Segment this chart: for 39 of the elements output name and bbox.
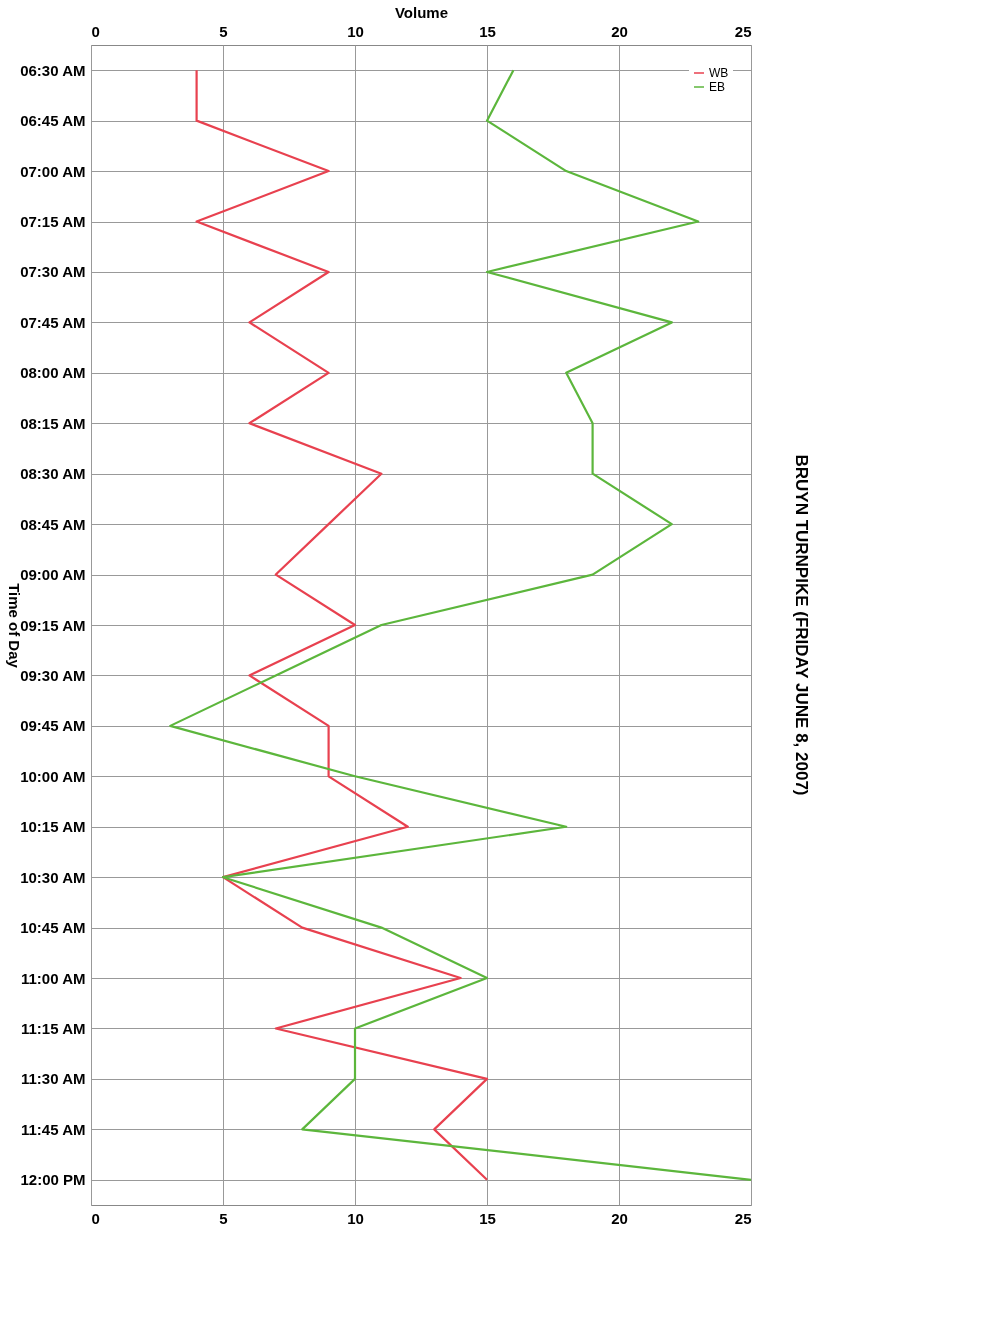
y-tick-label: 07:15 AM bbox=[20, 213, 86, 231]
text: BRUYN TURNPIKE (FRIDAY JUNE 8, 2007) bbox=[792, 454, 812, 796]
x-tick-label: 20 bbox=[611, 1209, 628, 1227]
x-tick-label: 25 bbox=[734, 1209, 752, 1227]
x-tick-label: 5 bbox=[219, 1209, 228, 1227]
x2-tick-label: 20 bbox=[611, 22, 628, 40]
x2-tick-label: 0 bbox=[91, 22, 100, 40]
y-tick-label: 08:30 AM bbox=[20, 465, 86, 483]
y-tick-label: 07:45 AM bbox=[20, 313, 86, 331]
y-tick-label: 10:00 AM bbox=[20, 767, 86, 785]
legend-label: WB bbox=[709, 66, 729, 80]
y-tick-label: 09:00 AM bbox=[20, 566, 86, 584]
y-tick-label: 09:15 AM bbox=[20, 616, 86, 634]
y-tick-label: 06:45 AM bbox=[20, 112, 86, 130]
y-tick-label: 08:45 AM bbox=[20, 515, 86, 533]
y-tick-label: 11:30 AM bbox=[21, 1070, 86, 1088]
x2-tick-label: 25 bbox=[734, 22, 752, 40]
y-tick-label: 12:00 PM bbox=[20, 1171, 86, 1189]
x2-tick-label: 15 bbox=[479, 22, 496, 40]
y-tick-label: 08:15 AM bbox=[20, 414, 86, 432]
y-tick-label: 11:00 AM bbox=[21, 969, 86, 987]
x-tick-label: 0 bbox=[91, 1209, 100, 1227]
y-tick-label: 09:45 AM bbox=[20, 717, 86, 735]
x-tick-label: 10 bbox=[347, 1209, 364, 1227]
y-tick-label: 10:15 AM bbox=[20, 818, 86, 836]
y-tick-label: 09:30 AM bbox=[20, 666, 86, 684]
x2-tick-label: 10 bbox=[347, 22, 364, 40]
y-tick-label: 10:30 AM bbox=[20, 868, 86, 886]
y-tick-label: 10:45 AM bbox=[20, 919, 86, 937]
legend-label: EB bbox=[709, 80, 726, 94]
y-tick-label: 07:30 AM bbox=[20, 263, 86, 281]
y-tick-label: 06:30 AM bbox=[20, 61, 86, 79]
y-tick-label: 11:15 AM bbox=[21, 1019, 86, 1037]
y-tick-label: 07:00 AM bbox=[20, 162, 86, 180]
x2-tick-label: 5 bbox=[219, 22, 228, 40]
y-tick-label: 08:00 AM bbox=[20, 364, 86, 382]
y-tick-label: 11:45 AM bbox=[21, 1120, 86, 1138]
x-tick-label: 15 bbox=[479, 1209, 496, 1227]
x-axis-title: Volume bbox=[394, 3, 449, 21]
